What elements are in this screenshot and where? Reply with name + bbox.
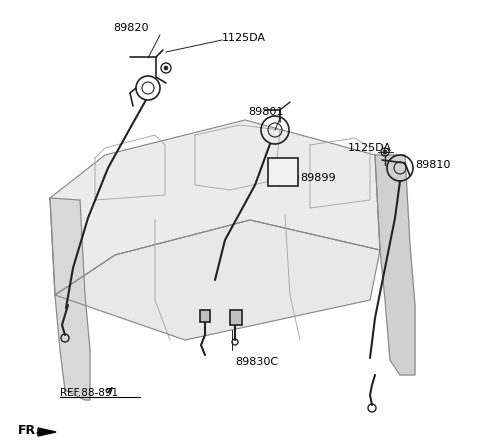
Polygon shape	[375, 155, 415, 375]
Bar	[268, 158, 298, 186]
Polygon shape	[55, 220, 380, 340]
Bar	[200, 310, 210, 322]
Polygon shape	[50, 120, 380, 295]
Circle shape	[164, 66, 168, 70]
Text: 1125DA: 1125DA	[222, 33, 266, 43]
Polygon shape	[38, 428, 56, 436]
Text: 89899: 89899	[300, 173, 336, 183]
Text: 89810: 89810	[415, 160, 450, 170]
Text: REF.88-891: REF.88-891	[60, 388, 118, 398]
Polygon shape	[50, 198, 90, 400]
Bar	[230, 310, 242, 325]
Text: 89801: 89801	[248, 107, 283, 117]
Text: 89830C: 89830C	[235, 357, 278, 367]
Circle shape	[383, 150, 387, 154]
Text: FR.: FR.	[18, 423, 41, 437]
Text: 1125DA: 1125DA	[348, 143, 392, 153]
Text: 89820: 89820	[113, 23, 148, 33]
